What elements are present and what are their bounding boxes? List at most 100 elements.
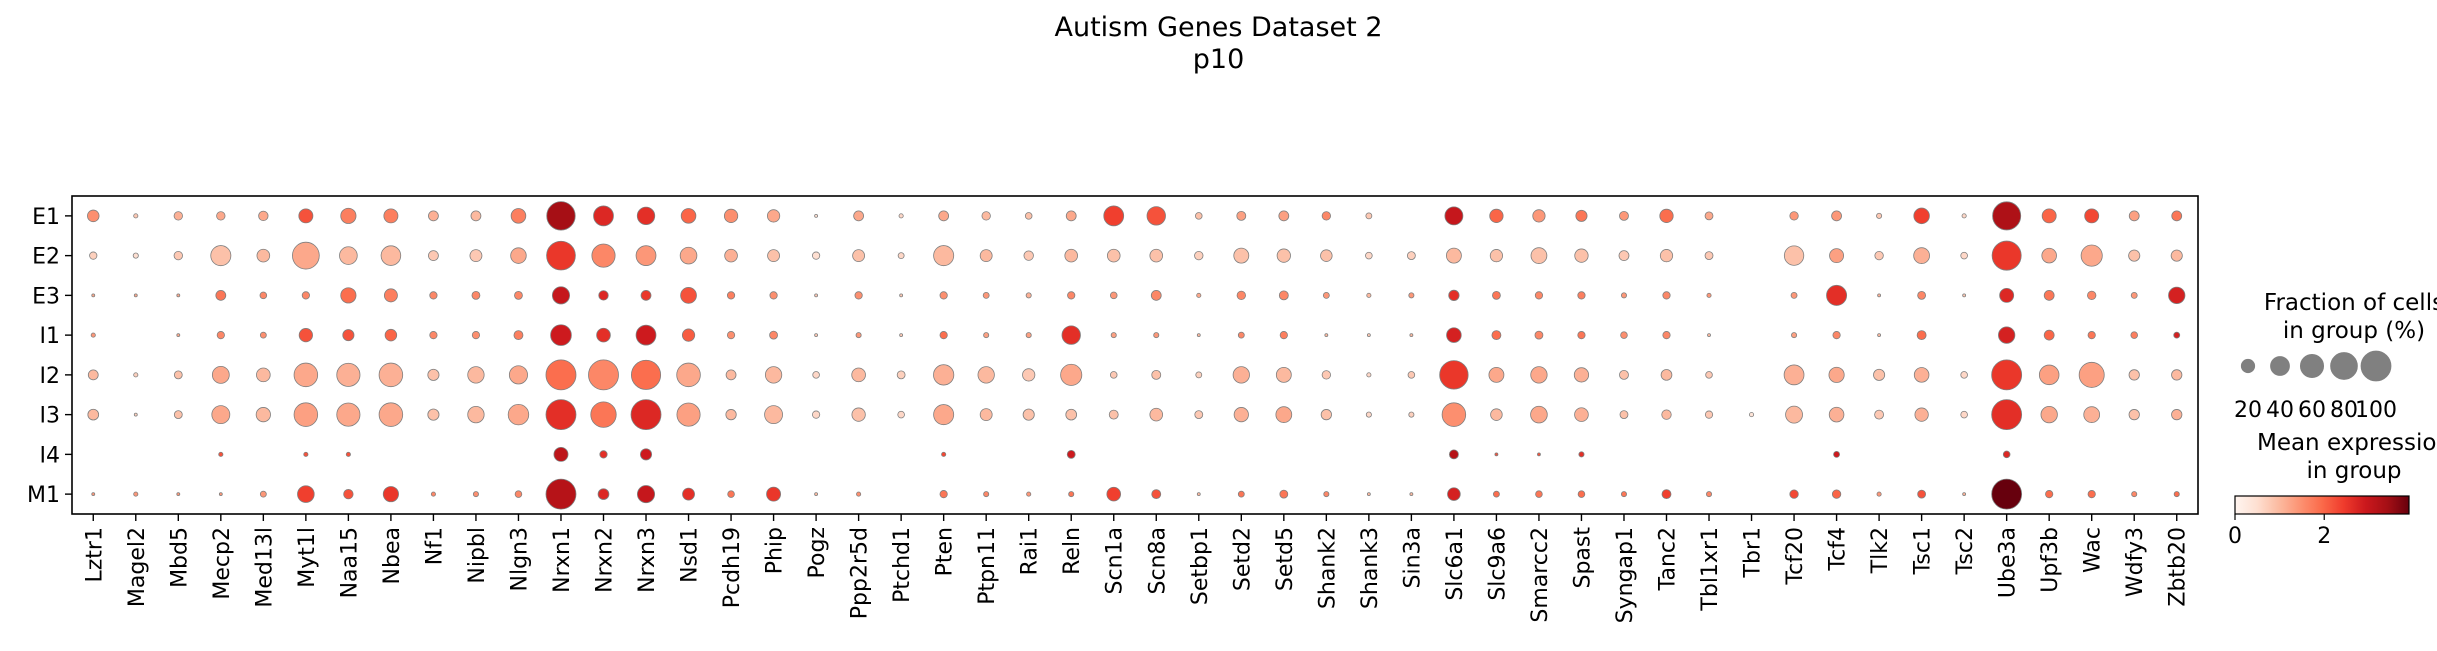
dot-i3-pogz bbox=[812, 410, 821, 419]
dot-e3-nrxn2 bbox=[598, 290, 609, 301]
dot-e1-nrxn3 bbox=[636, 206, 656, 226]
dot-i2-tcf20 bbox=[1783, 364, 1805, 386]
dot-e3-tsc2 bbox=[1962, 293, 1967, 298]
row-label-i3: I3 bbox=[40, 404, 61, 429]
dot-i1-phip bbox=[769, 330, 778, 340]
dot-m1-myt1l bbox=[297, 485, 315, 503]
dot-i2-ptchd1 bbox=[896, 370, 906, 380]
dot-i1-mecp2 bbox=[216, 331, 225, 340]
dot-e3-nbea bbox=[383, 288, 398, 303]
dot-i3-med13l bbox=[255, 407, 271, 423]
gene-label-setd2: Setd2 bbox=[1230, 527, 1255, 591]
color-legend-subtitle: in group bbox=[2306, 458, 2401, 484]
dot-e3-naa15 bbox=[340, 287, 357, 304]
dot-e2-setbp1 bbox=[1194, 250, 1204, 261]
dot-i2-nrxn1 bbox=[545, 359, 577, 391]
dot-i1-shank2 bbox=[1324, 333, 1329, 338]
dot-e1-nrxn1 bbox=[546, 201, 576, 231]
dot-i2-ptpn11 bbox=[977, 366, 995, 384]
dot-e3-scn1a bbox=[1109, 291, 1118, 300]
dot-e3-tsc1 bbox=[1917, 291, 1926, 300]
dot-m1-sin3a bbox=[1409, 492, 1414, 497]
dot-i4-nrxn1 bbox=[553, 446, 569, 462]
dot-m1-wac bbox=[2087, 490, 2096, 499]
dot-e1-rai1 bbox=[1024, 212, 1033, 220]
dot-i2-nsd1 bbox=[676, 362, 701, 388]
size-legend-dot-60 bbox=[2299, 353, 2325, 379]
dot-e2-setd5 bbox=[1276, 248, 1291, 263]
dot-e2-tlk2 bbox=[1874, 250, 1884, 261]
gene-labels: Lztr1 Magel2 Mbd5 Mecp2 Med13l Myt1l Naa15 Nbea… bbox=[82, 514, 2191, 623]
dot-i2-smarcc2 bbox=[1530, 366, 1548, 384]
dot-e2-wac bbox=[2080, 244, 2103, 267]
dot-i2-spast bbox=[1573, 367, 1590, 383]
dot-e3-nf1 bbox=[429, 291, 438, 300]
gene-label-ptpn11: Ptpn11 bbox=[975, 527, 1000, 605]
dot-e2-tsc2 bbox=[1960, 251, 1968, 260]
dot-i3-zbtb20 bbox=[2171, 409, 2183, 421]
dot-e3-tlk2 bbox=[1877, 293, 1881, 298]
dot-m1-nipbl bbox=[472, 491, 479, 498]
dot-i3-nf1 bbox=[427, 408, 440, 421]
dot-i4-tcf4 bbox=[1833, 450, 1840, 458]
gene-label-wdfy3: Wdfy3 bbox=[2123, 527, 2148, 597]
dot-e1-shank3 bbox=[1365, 212, 1373, 220]
dot-i1-nrxn1 bbox=[550, 324, 572, 346]
dot-i1-scn8a bbox=[1153, 332, 1160, 339]
row-label-e1: E1 bbox=[32, 205, 60, 230]
dot-i4-nrxn2 bbox=[599, 450, 608, 459]
gene-label-mecp2: Mecp2 bbox=[210, 527, 235, 600]
dot-e1-syngap1 bbox=[1619, 210, 1629, 221]
dot-i1-upf3b bbox=[2043, 329, 2055, 341]
dot-e1-wac bbox=[2084, 208, 2100, 224]
dot-m1-tanc2 bbox=[1661, 489, 1672, 500]
dot-e1-myt1l bbox=[298, 208, 314, 224]
row-labels: E1 E2 E3 I1 I2 I3 I4 M1 bbox=[27, 205, 72, 508]
gene-label-nrxn2: Nrxn2 bbox=[593, 527, 618, 593]
dot-m1-tcf4 bbox=[1831, 489, 1842, 499]
dot-m1-scn1a bbox=[1106, 486, 1122, 502]
colorbar-tick-0: 0 bbox=[2228, 524, 2242, 549]
dot-m1-spast bbox=[1577, 490, 1586, 498]
dot-e2-ptpn11 bbox=[979, 249, 993, 263]
dot-e3-zbtb20 bbox=[2168, 286, 2186, 304]
dot-e1-setd5 bbox=[1278, 210, 1290, 222]
dot-m1-shank3 bbox=[1366, 492, 1371, 497]
dot-e1-smarcc2 bbox=[1532, 209, 1546, 223]
dot-i3-tcf20 bbox=[1785, 405, 1803, 424]
dot-i1-pcdh19 bbox=[726, 331, 736, 340]
dot-e3-med13l bbox=[259, 291, 268, 300]
gene-label-tlk2: Tlk2 bbox=[1868, 527, 1893, 574]
dot-e3-tbl1xr1 bbox=[1706, 292, 1712, 298]
dot-e2-tcf20 bbox=[1783, 245, 1805, 266]
dot-e1-setbp1 bbox=[1195, 212, 1203, 220]
dot-i2-setd2 bbox=[1232, 366, 1250, 384]
dot-i2-setbp1 bbox=[1195, 371, 1203, 379]
gene-label-zbtb20: Zbtb20 bbox=[2166, 527, 2191, 607]
colorbar-tick-2: 2 bbox=[2317, 524, 2331, 549]
dot-e2-pcdh19 bbox=[724, 248, 738, 263]
dot-i2-pogz bbox=[812, 371, 820, 379]
dot-e3-slc6a1 bbox=[1448, 289, 1460, 301]
gene-label-pten: Pten bbox=[933, 527, 958, 576]
dot-i1-wdfy3 bbox=[2130, 331, 2138, 339]
dot-m1-zbtb20 bbox=[2173, 491, 2180, 498]
gene-label-rai1: Rai1 bbox=[1018, 527, 1043, 575]
dot-e1-zbtb20 bbox=[2171, 210, 2183, 222]
dot-e3-nrxn3 bbox=[640, 290, 652, 301]
dot-i3-naa15 bbox=[336, 402, 361, 427]
dot-m1-tcf20 bbox=[1789, 489, 1799, 499]
dot-i2-sin3a bbox=[1407, 371, 1416, 379]
dot-e3-mecp2 bbox=[215, 290, 227, 301]
gene-label-slc9a6: Slc9a6 bbox=[1485, 527, 1510, 601]
dot-i3-scn1a bbox=[1108, 409, 1119, 420]
dot-i1-nipbl bbox=[471, 331, 481, 340]
row-label-i1: I1 bbox=[40, 324, 61, 349]
dot-e1-nf1 bbox=[428, 210, 439, 222]
gene-label-tsc1: Tsc1 bbox=[1911, 527, 1936, 575]
dot-e1-pten bbox=[938, 210, 950, 222]
dot-i2-magel2 bbox=[133, 372, 139, 378]
dot-i3-tbr1 bbox=[1749, 412, 1755, 418]
dot-i2-shank2 bbox=[1321, 370, 1331, 380]
gene-label-syngap1: Syngap1 bbox=[1613, 527, 1638, 623]
